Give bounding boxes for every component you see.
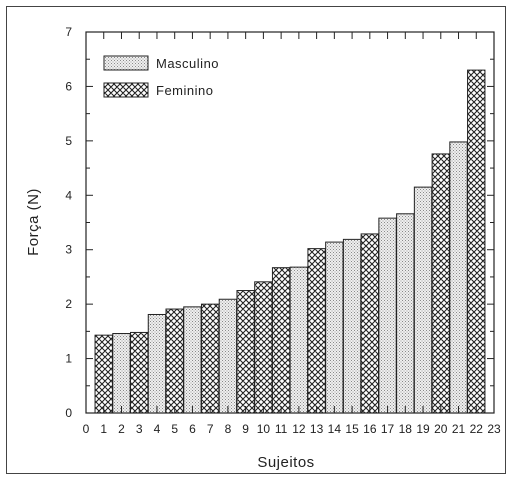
x-tick-label: 6 xyxy=(189,422,196,436)
plot-area-border xyxy=(85,31,495,414)
x-tick-label: 2 xyxy=(118,422,125,436)
y-tick-label: 7 xyxy=(65,25,72,39)
x-tick-label: 0 xyxy=(83,422,90,436)
bar-sujeito-6 xyxy=(183,306,202,414)
x-tick-label: 9 xyxy=(242,422,249,436)
x-axis-title: Sujeitos xyxy=(257,454,314,471)
x-tick-label: 21 xyxy=(452,422,466,436)
bar-sujeito-17 xyxy=(378,217,397,414)
x-tick-label: 12 xyxy=(292,422,306,436)
x-tick-label: 5 xyxy=(171,422,178,436)
y-tick-labels: 0 1 2 3 4 5 6 7 xyxy=(65,25,72,420)
bar-sujeito-5 xyxy=(165,308,184,414)
bar-sujeito-21 xyxy=(449,141,468,414)
x-tick-label: 18 xyxy=(399,422,413,436)
bars-layer xyxy=(94,69,486,414)
x-tick-label: 17 xyxy=(381,422,395,436)
bar-sujeito-10 xyxy=(254,281,273,414)
y-tick-label: 4 xyxy=(65,188,72,202)
y-tick-label: 2 xyxy=(65,297,72,311)
bar-sujeito-4 xyxy=(147,313,167,414)
x-tick-label: 10 xyxy=(257,422,271,436)
x-tick-label: 19 xyxy=(416,422,430,436)
y-tick-label: 0 xyxy=(65,406,72,420)
legend: Masculino Feminino xyxy=(103,55,219,98)
legend-label-masculino: Masculino xyxy=(156,56,219,71)
bar-sujeito-2 xyxy=(112,333,131,414)
bar-sujeito-9 xyxy=(236,290,255,414)
bar-sujeito-12 xyxy=(289,266,309,414)
x-tick-label: 11 xyxy=(275,422,288,436)
x-tick-label: 4 xyxy=(154,422,161,436)
legend-swatch-masculino xyxy=(103,55,149,71)
x-tick-label: 22 xyxy=(470,422,484,436)
y-tick-label: 6 xyxy=(65,79,72,93)
bar-sujeito-13 xyxy=(307,248,326,414)
bar-sujeito-3 xyxy=(130,331,149,414)
x-tick-label: 14 xyxy=(328,422,342,436)
legend-swatch-feminino xyxy=(103,82,149,98)
bar-sujeito-1 xyxy=(94,334,113,414)
y-axis-title: Força (N) xyxy=(25,188,42,256)
bar-sujeito-22 xyxy=(467,69,486,414)
x-tick-label: 15 xyxy=(345,422,359,436)
bar-sujeito-19 xyxy=(413,186,433,414)
bar-sujeito-18 xyxy=(396,213,415,414)
x-tick-label: 7 xyxy=(207,422,214,436)
bar-sujeito-8 xyxy=(218,298,238,414)
figure-frame xyxy=(6,6,506,474)
legend-label-feminino: Feminino xyxy=(156,83,213,98)
bar-sujeito-7 xyxy=(200,303,220,414)
x-tick-label: 13 xyxy=(310,422,324,436)
y-tick-label: 5 xyxy=(65,134,72,148)
x-tick-label: 8 xyxy=(225,422,232,436)
bar-sujeito-15 xyxy=(342,238,362,414)
x-tick-label: 23 xyxy=(487,422,501,436)
x-tick-label: 16 xyxy=(363,422,377,436)
y-tick-label: 1 xyxy=(65,352,72,366)
x-tick-label: 1 xyxy=(100,422,107,436)
ticks-layer xyxy=(85,31,495,414)
x-tick-labels: 0 1 2 3 4 5 6 7 8 9 10 11 12 13 14 15 16 17 18 19 20 21 22 23 xyxy=(83,422,501,436)
bar-sujeito-16 xyxy=(360,233,380,414)
bar-sujeito-14 xyxy=(325,241,344,414)
bar-sujeito-11 xyxy=(271,267,291,414)
y-tick-label: 3 xyxy=(65,243,72,257)
bar-sujeito-20 xyxy=(431,153,450,414)
x-tick-label: 20 xyxy=(434,422,448,436)
x-tick-label: 3 xyxy=(136,422,143,436)
